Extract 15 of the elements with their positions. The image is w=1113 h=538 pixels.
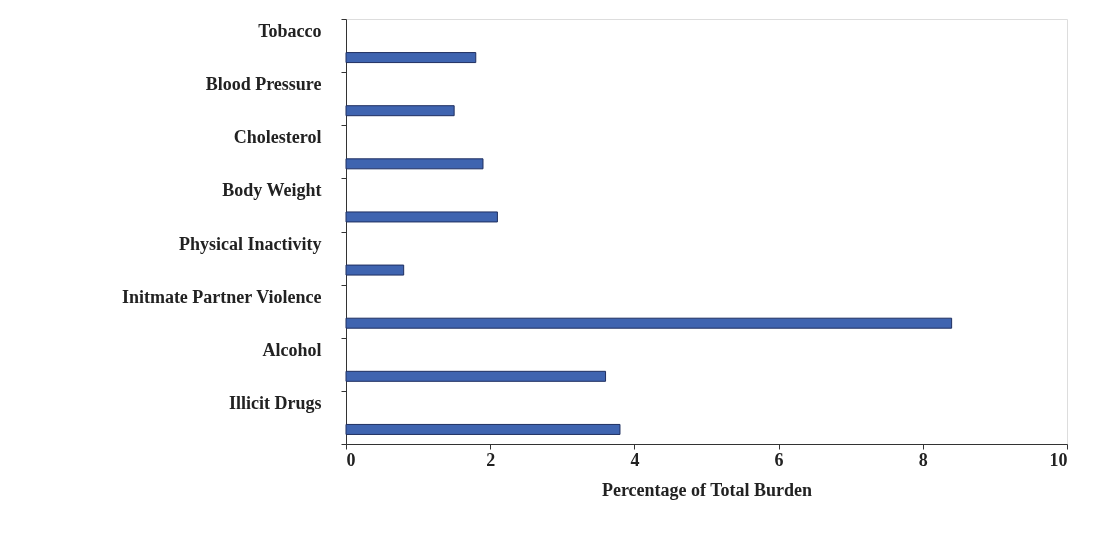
y-tick-label: Illicit Drugs [229, 392, 322, 413]
x-tick-label: 0 [346, 449, 356, 470]
y-tick-label: Cholesterol [233, 127, 322, 148]
y-tick-label: Physical Inactivity [179, 233, 322, 254]
x-tick-label: 6 [774, 449, 784, 470]
y-tick-label: Tobacco [258, 21, 322, 42]
y-tick-label: Blood Pressure [205, 74, 322, 95]
x-tick-label: 10 [1049, 449, 1068, 470]
y-tick-label: Body Weight [222, 180, 322, 201]
y-tick-label: Alcohol [262, 339, 322, 360]
x-tick-label: 2 [486, 449, 496, 470]
x-axis-title: Percentage of Total Burden [601, 479, 813, 500]
x-tick-label: 4 [630, 449, 640, 470]
y-tick-label: Initmate Partner Violence [121, 286, 322, 307]
x-tick-label: 8 [918, 449, 928, 470]
